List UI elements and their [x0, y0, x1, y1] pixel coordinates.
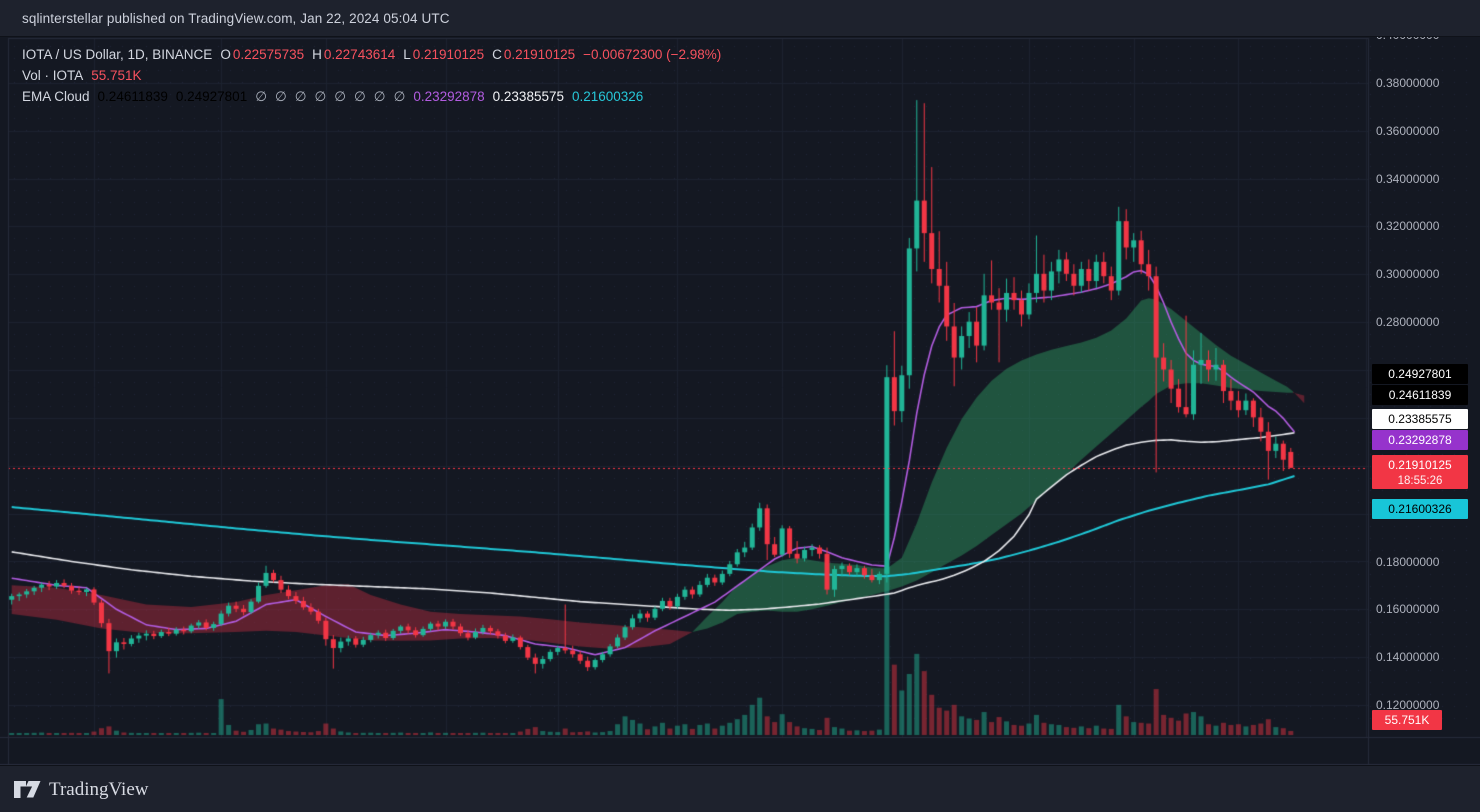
price-label-value: 55.751K	[1384, 713, 1430, 727]
volume-row[interactable]: Vol · IOTA 55.751K	[22, 65, 729, 86]
legend-part: ∅	[373, 88, 386, 104]
legend-part: ∅	[354, 88, 366, 104]
publish-info: sqlinterstellar published on TradingView…	[22, 10, 450, 26]
legend-part: ∅	[255, 88, 267, 104]
price-label-chip[interactable]: 0.23385575	[1372, 409, 1468, 429]
price-label-value: 0.21600326	[1388, 502, 1452, 516]
legend-part: 0.24927801	[175, 89, 248, 104]
legend-part: ∅	[274, 88, 287, 104]
legend-part: IOTA / US Dollar, 1D, BINANCE	[22, 47, 213, 62]
price-tick: 0.16000000	[1376, 602, 1440, 616]
legend-part: ∅	[334, 88, 347, 104]
tradingview-wordmark[interactable]: TradingView	[49, 778, 149, 800]
price-label-chip[interactable]: 0.23292878	[1372, 430, 1468, 450]
legend-part: 0.23385575	[492, 89, 564, 104]
price-label-value: 0.21910125	[1388, 458, 1452, 472]
legend-part: ∅	[314, 88, 327, 104]
legend-part: 0.22743614	[323, 47, 396, 62]
price-label-chip[interactable]: 0.21600326	[1372, 499, 1468, 519]
ema-cloud-row[interactable]: EMA Cloud 0.24611839 0.24927801 ∅ ∅ ∅ ∅ ∅ ∅ ∅ ∅ 0.2…	[22, 86, 729, 107]
bottom-bar: TradingView	[0, 765, 1480, 812]
legend-part: 0.21910125	[503, 47, 576, 62]
legend-part: C	[492, 47, 502, 62]
price-tick: 0.34000000	[1376, 172, 1440, 186]
symbol-ohlc-row[interactable]: IOTA / US Dollar, 1D, BINANCE O 0.22575735…	[22, 44, 729, 65]
price-axis[interactable]: 0.400000000.380000000.360000000.34000000…	[1368, 28, 1480, 765]
legend-part: O	[220, 47, 231, 62]
price-label-chip[interactable]: 0.21910125 18:55:26	[1372, 455, 1468, 489]
legend-part: 0.21600326	[571, 89, 644, 104]
price-label-chip[interactable]: 55.751K	[1372, 710, 1442, 730]
legend-part: 55.751K	[91, 68, 142, 83]
legend-part: L	[403, 47, 411, 62]
legend-part: ∅	[393, 88, 406, 104]
publish-topbar: sqlinterstellar published on TradingView…	[0, 0, 1480, 37]
price-tick: 0.30000000	[1376, 267, 1440, 281]
price-tick: 0.12000000	[1376, 698, 1440, 712]
price-label-chip[interactable]: 0.24611839	[1372, 385, 1468, 405]
legend-part: EMA Cloud	[22, 89, 90, 104]
price-label-value: 0.24927801	[1388, 367, 1452, 381]
bar-countdown: 18:55:26	[1397, 475, 1443, 487]
price-tick: 0.32000000	[1376, 219, 1440, 233]
legend-part: Vol · IOTA	[22, 68, 84, 83]
legend-part: 0.21910125	[412, 47, 485, 62]
legend-part: −0.00672300 (−2.98%)	[583, 47, 722, 62]
price-tick: 0.28000000	[1376, 315, 1440, 329]
legend-part: 0.22575735	[232, 47, 305, 62]
legend-part: H	[312, 47, 322, 62]
price-label-chip[interactable]: 0.24927801	[1372, 364, 1468, 384]
price-label-value: 0.24611839	[1388, 388, 1452, 402]
price-tick: 0.38000000	[1376, 76, 1440, 90]
chart-legend: IOTA / US Dollar, 1D, BINANCE O 0.22575735…	[22, 44, 729, 107]
price-tick: 0.14000000	[1376, 650, 1440, 664]
price-tick: 0.36000000	[1376, 124, 1440, 138]
legend-part: 0.24611839	[97, 89, 168, 104]
legend-part: 0.23292878	[413, 89, 485, 104]
price-label-value: 0.23385575	[1388, 412, 1452, 426]
price-tick: 0.18000000	[1376, 555, 1440, 569]
legend-part: ∅	[294, 88, 307, 104]
price-label-value: 0.23292878	[1388, 433, 1452, 447]
tradingview-logo-icon[interactable]	[14, 781, 41, 798]
